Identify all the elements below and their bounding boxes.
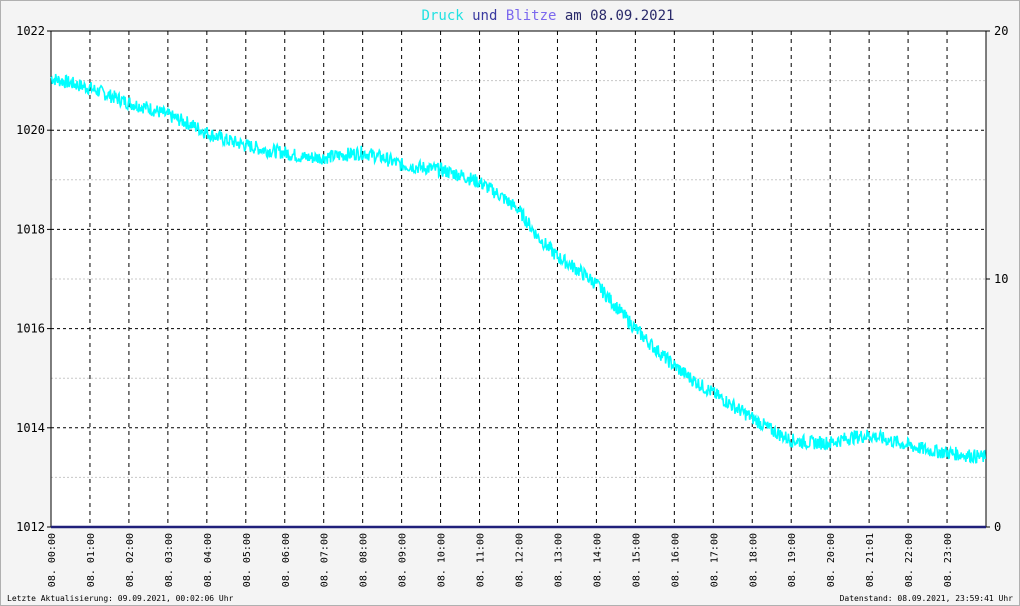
x-tick-label: 08. 10:00 [437,533,448,587]
data-status-text: Datenstand: 08.09.2021, 23:59:41 Uhr [840,594,1014,603]
y-left-tick-label: 1014 [16,421,45,435]
x-tick-label: 08. 22:00 [904,533,915,587]
y-left-tick-label: 1012 [16,520,45,534]
axes [47,30,990,528]
chart-title: Druck und Blitze am 08.09.2021 [422,8,675,24]
y-left-tick-label: 1020 [16,123,45,137]
x-tick-label: 08. 15:00 [631,533,642,587]
y-left-tick-label: 1022 [16,24,45,38]
y-right-tick-label: 0 [994,520,1001,534]
x-tick-label: 08. 18:00 [748,533,759,587]
x-tick-label: 08. 05:00 [242,533,253,587]
title-part-date: am 08.09.2021 [556,8,674,24]
x-tick-label: 08. 20:00 [826,533,837,587]
grid [51,30,986,527]
x-tick-label: 08. 08:00 [359,533,370,587]
x-tick-label: 08. 17:00 [709,533,720,587]
title-part-druck: Druck [422,8,465,24]
y-left-tick-label: 1016 [16,322,45,336]
x-tick-label: 08. 11:00 [476,533,487,587]
last-update-text: Letzte Aktualisierung: 09.09.2021, 00:02… [7,594,234,603]
x-tick-label: 08. 12:00 [515,533,526,587]
x-tick-label: 08. 01:00 [86,533,97,587]
series [50,73,987,529]
y-left-tick-label: 1018 [16,222,45,236]
x-tick-label: 08. 23:00 [943,533,954,587]
x-tick-label: 08. 06:00 [281,533,292,587]
x-tick-label: 08. 03:00 [164,533,175,587]
x-tick-label: 08. 09:00 [398,533,409,587]
title-part-blitze: Blitze [506,8,557,24]
x-tick-label: 08. 07:00 [320,533,331,587]
x-tick-label: 08. 00:00 [47,533,58,587]
series-line-druck [50,73,987,464]
x-tick-label: 08. 16:00 [670,533,681,587]
x-tick-label: 08. 04:00 [203,533,214,587]
title-part-und: und [464,8,506,24]
x-tick-label: 08. 21:01 [865,533,876,587]
x-tick-label: 08. 02:00 [125,533,136,587]
x-tick-label: 08. 19:00 [787,533,798,587]
x-tick-label: 08. 13:00 [553,533,564,587]
x-tick-label: 08. 14:00 [592,533,603,587]
y-right-tick-label: 10 [994,272,1008,286]
y-right-tick-label: 20 [994,24,1008,38]
